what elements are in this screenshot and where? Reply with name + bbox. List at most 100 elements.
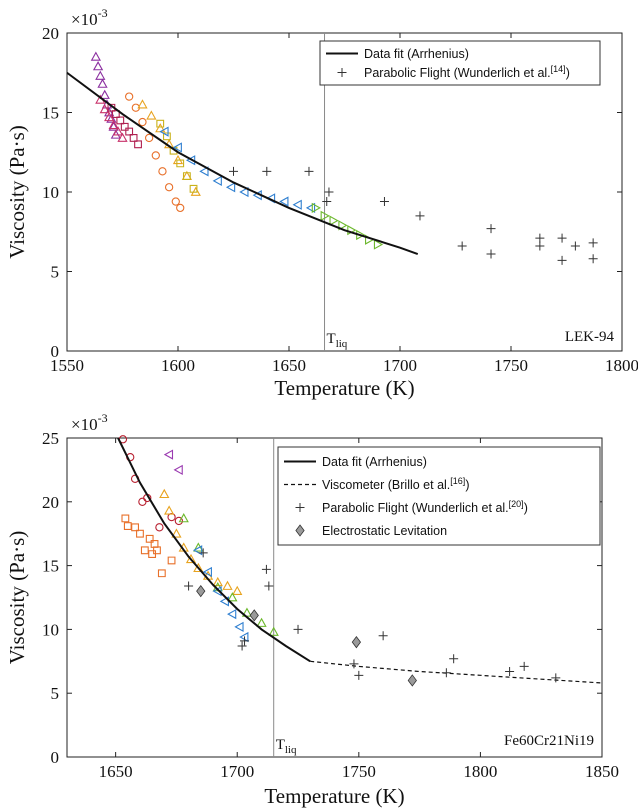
data-point	[202, 566, 212, 578]
x-axis-title: Temperature (K)	[264, 784, 404, 808]
data-layer	[66, 51, 598, 265]
data-point	[155, 523, 164, 532]
data-point	[182, 172, 191, 181]
parabolic-flight-series	[184, 548, 561, 683]
axes-box	[66, 437, 603, 758]
data-point	[174, 516, 184, 526]
fit-line	[117, 437, 311, 663]
data-point	[138, 117, 147, 127]
data-point	[90, 51, 101, 61]
data-point	[151, 151, 160, 160]
data-point	[164, 505, 175, 515]
data-point	[136, 529, 144, 538]
data-point	[176, 159, 185, 168]
data-point	[441, 668, 451, 678]
x-tick-label: 1800	[463, 762, 497, 781]
data-point	[172, 142, 182, 153]
data-point	[324, 187, 334, 197]
data-point	[293, 624, 303, 634]
data-point	[268, 626, 279, 636]
data-point	[212, 576, 223, 587]
data-point	[304, 166, 314, 176]
data-point	[104, 111, 115, 122]
data-point	[112, 126, 124, 136]
data-point	[99, 89, 110, 99]
data-point	[97, 78, 108, 88]
data-point	[557, 255, 567, 265]
y-tick-label: 5	[51, 684, 60, 703]
y-exponent: ×10-3	[71, 411, 108, 434]
data-point	[137, 99, 148, 109]
data-point	[262, 166, 272, 176]
data-point	[279, 196, 289, 207]
experimental-series	[121, 514, 176, 578]
data-point	[239, 186, 249, 198]
experimental-series	[163, 449, 183, 476]
x-tick-label: 1650	[99, 762, 133, 781]
data-point	[222, 580, 233, 590]
data-point	[104, 107, 115, 117]
data-point	[158, 167, 167, 176]
y-tick-label: 25	[42, 429, 59, 448]
data-point	[292, 199, 302, 210]
data-point	[106, 113, 117, 123]
data-point	[163, 449, 174, 460]
data-point	[264, 581, 274, 591]
y-tick-label: 10	[42, 183, 59, 202]
y-tick-label: 0	[51, 342, 60, 361]
data-point	[519, 661, 529, 671]
legend-box	[277, 446, 601, 546]
data-point	[535, 233, 545, 243]
experimental-series	[95, 94, 128, 142]
data-point	[92, 61, 104, 71]
data-point	[123, 522, 132, 530]
data-point	[349, 659, 359, 669]
data-point	[129, 134, 138, 142]
data-point	[505, 667, 515, 677]
data-point	[99, 103, 110, 114]
data-point	[189, 184, 198, 193]
legend-item: Data fit (Arrhenius)	[326, 47, 469, 61]
data-point	[171, 197, 180, 206]
legend-label: Viscometer (Brillo et al.[16])	[322, 476, 469, 492]
y-tick-label: 15	[42, 104, 59, 123]
alloy-annotation: LEK-94	[565, 329, 615, 345]
experimental-series	[159, 126, 316, 214]
data-point	[176, 203, 185, 213]
legend-item: Parabolic Flight (Wunderlich et al.[20])	[295, 499, 528, 515]
data-point	[249, 609, 259, 622]
chart-lek94: 1550 1600 1650 1700 1750 1800 0 5 10 15 20 Data fi…	[5, 6, 638, 400]
data-point	[320, 210, 330, 221]
data-point	[232, 585, 243, 596]
data-point	[234, 621, 244, 632]
data-point	[184, 581, 194, 591]
data-point	[144, 133, 154, 143]
x-axis-title: Temperature (K)	[274, 376, 414, 400]
data-point	[373, 239, 384, 250]
tliq-label: Tliq	[327, 331, 348, 350]
data-point	[570, 241, 580, 251]
experimental-series	[156, 119, 198, 193]
y-tick-label: 20	[42, 24, 59, 43]
experimental-series	[125, 92, 185, 213]
data-point	[415, 211, 425, 221]
data-point	[329, 215, 339, 226]
data-point	[196, 584, 206, 598]
data-point	[237, 641, 247, 651]
x-tick-label: 1750	[494, 356, 528, 375]
data-point	[125, 92, 134, 101]
data-point	[171, 528, 182, 538]
fit-line	[66, 71, 419, 255]
data-point	[486, 224, 496, 234]
experimental-series	[192, 545, 249, 643]
data-point	[305, 202, 316, 214]
data-point	[167, 556, 176, 565]
legend-plus-symbol	[295, 503, 305, 512]
data-point	[120, 122, 129, 131]
data-point	[261, 564, 271, 574]
data-point	[486, 249, 496, 259]
experimental-series	[311, 202, 384, 250]
data-point	[256, 617, 267, 627]
legend-label: Parabolic Flight (Wunderlich et al.[14])	[364, 64, 570, 80]
